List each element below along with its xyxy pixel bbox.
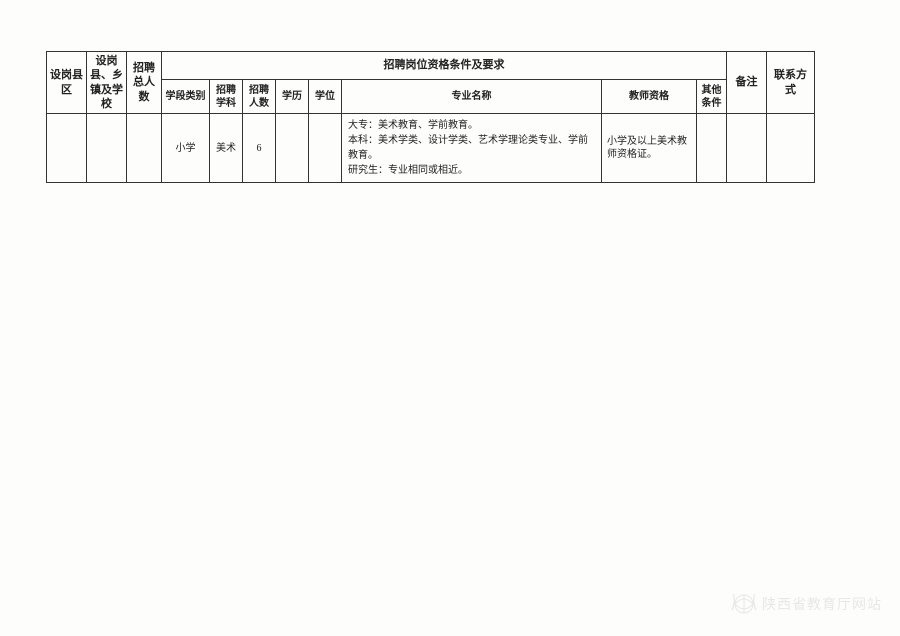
recruitment-table: 设岗县区 设岗县、乡镇及学校 招聘总人数 招聘岗位资格条件及要求 备注 联系方式… [46, 51, 815, 183]
cell-major: 大专：美术教育、学前教育。本科：美术学类、设计学类、艺术学理论类专业、学前教育。… [342, 114, 602, 183]
col-header-stage: 学段类别 [162, 79, 210, 113]
globe-wreath-icon [730, 590, 758, 618]
header-row-1: 设岗县区 设岗县、乡镇及学校 招聘总人数 招聘岗位资格条件及要求 备注 联系方式 [47, 52, 815, 80]
watermark: 陕西省教育厅网站 [730, 590, 882, 618]
cell-remark [727, 114, 767, 183]
cell-other [697, 114, 727, 183]
cell-subject: 美术 [210, 114, 243, 183]
col-header-conditions-group: 招聘岗位资格条件及要求 [162, 52, 727, 80]
header-row-2: 学段类别 招聘学科 招聘人数 学历 学位 专业名称 教师资格 其他条件 [47, 79, 815, 113]
col-header-contact: 联系方式 [767, 52, 815, 114]
col-header-major: 专业名称 [342, 79, 602, 113]
cell-total [127, 114, 162, 183]
table-row: 小学 美术 6 大专：美术教育、学前教育。本科：美术学类、设计学类、艺术学理论类… [47, 114, 815, 183]
cell-contact [767, 114, 815, 183]
col-header-total: 招聘总人数 [127, 52, 162, 114]
cell-degree2 [309, 114, 342, 183]
col-header-degree2: 学位 [309, 79, 342, 113]
col-header-school: 设岗县、乡镇及学校 [87, 52, 127, 114]
cell-stage: 小学 [162, 114, 210, 183]
cell-count: 6 [243, 114, 276, 183]
col-header-cert: 教师资格 [602, 79, 697, 113]
col-header-degree: 学历 [276, 79, 309, 113]
cell-cert: 小学及以上美术教师资格证。 [602, 114, 697, 183]
col-header-subject: 招聘学科 [210, 79, 243, 113]
col-header-other: 其他条件 [697, 79, 727, 113]
col-header-county: 设岗县区 [47, 52, 87, 114]
cell-county [47, 114, 87, 183]
col-header-remark: 备注 [727, 52, 767, 114]
col-header-count: 招聘人数 [243, 79, 276, 113]
cell-school [87, 114, 127, 183]
cell-degree [276, 114, 309, 183]
watermark-text: 陕西省教育厅网站 [762, 594, 882, 614]
